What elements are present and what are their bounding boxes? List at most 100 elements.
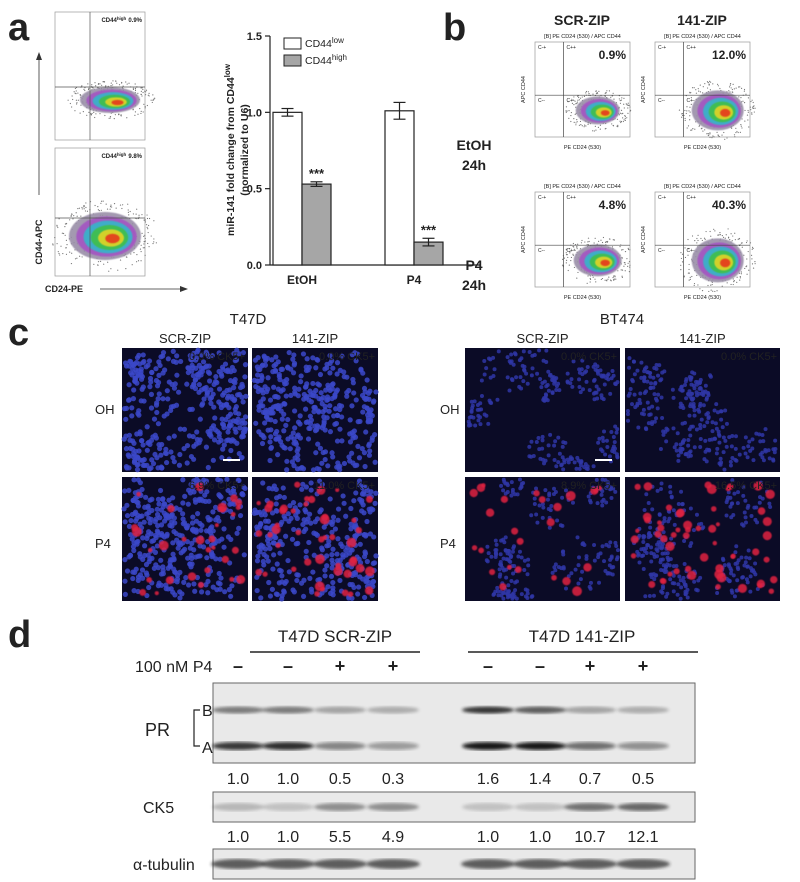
nucleus <box>688 506 693 511</box>
event-dot <box>711 283 713 286</box>
nucleus <box>648 386 653 391</box>
nucleus <box>671 589 676 594</box>
nucleus <box>498 572 503 577</box>
nucleus <box>300 593 307 600</box>
nucleus <box>600 503 605 508</box>
event-dot <box>716 290 718 292</box>
ck5-cell <box>553 502 562 512</box>
nucleus <box>329 450 335 456</box>
band <box>514 742 566 750</box>
nucleus <box>211 381 217 388</box>
nucleus <box>539 385 544 390</box>
nucleus <box>506 593 511 598</box>
nucleus <box>154 528 160 534</box>
nucleus <box>672 522 677 527</box>
bar <box>272 111 303 266</box>
event-dot <box>71 213 73 215</box>
nucleus <box>267 439 273 445</box>
nucleus <box>686 437 691 442</box>
event-dot <box>734 136 736 138</box>
event-dot <box>148 95 150 97</box>
column-header: 141-ZIP <box>677 12 727 28</box>
nucleus <box>603 568 608 573</box>
event-dot <box>752 106 754 108</box>
nucleus <box>751 458 756 463</box>
nucleus <box>269 586 276 592</box>
event-dot <box>743 102 746 104</box>
micrograph-panel: 0.0% CK5+ <box>251 348 379 473</box>
band <box>313 859 367 869</box>
event-dot <box>150 235 152 237</box>
nucleus <box>144 592 150 599</box>
nucleus <box>575 535 580 540</box>
nucleus <box>538 456 543 461</box>
nucleus <box>324 553 330 559</box>
nucleus <box>164 388 170 394</box>
nucleus <box>217 556 223 562</box>
axis-label: APC CD44 <box>641 76 647 103</box>
event-dot <box>733 280 735 282</box>
nucleus <box>139 567 146 573</box>
nucleus <box>579 367 584 372</box>
nucleus <box>168 449 174 455</box>
nucleus <box>281 378 287 385</box>
event-dot <box>610 96 612 98</box>
nucleus <box>306 539 312 546</box>
nucleus <box>171 433 177 439</box>
event-dot <box>580 242 583 244</box>
event-dot <box>145 89 148 91</box>
nucleus <box>760 496 765 501</box>
nucleus <box>608 557 613 562</box>
event-dot <box>718 135 720 138</box>
nucleus <box>131 459 138 466</box>
event-dot <box>710 284 712 286</box>
nucleus <box>665 427 670 432</box>
quadrant-label: C-- <box>658 248 665 254</box>
nucleus <box>239 381 245 387</box>
ck5-cell <box>514 566 522 574</box>
nucleus <box>657 363 662 368</box>
event-dot <box>689 106 691 108</box>
nucleus <box>366 579 372 586</box>
lane-symbol: – <box>233 656 243 676</box>
nucleus <box>300 481 306 487</box>
event-dot <box>691 235 694 237</box>
nucleus <box>470 403 475 408</box>
ck5-cell <box>695 525 702 532</box>
nucleus <box>650 404 655 409</box>
event-dot <box>52 244 54 246</box>
nucleus <box>270 566 276 572</box>
nucleus <box>641 553 646 558</box>
event-dot <box>144 254 146 256</box>
nucleus <box>351 498 357 504</box>
nucleus <box>541 358 546 363</box>
ck5-cell <box>343 569 352 578</box>
nucleus <box>545 398 550 403</box>
nucleus <box>332 526 339 532</box>
nucleus <box>680 502 685 507</box>
nucleus <box>206 370 213 376</box>
event-dot <box>70 215 72 217</box>
nucleus <box>353 358 359 364</box>
event-dot <box>724 138 726 140</box>
nucleus <box>569 377 574 382</box>
y-label-text: miR-141 fold change from CD44 <box>225 77 237 236</box>
nucleus <box>654 416 659 421</box>
nucleus <box>159 465 165 471</box>
event-dot <box>120 114 122 116</box>
group-header: T47D <box>230 311 267 328</box>
event-dot <box>621 257 623 259</box>
band <box>564 803 616 811</box>
nucleus <box>705 420 710 425</box>
ck5-cell <box>730 554 735 559</box>
event-dot <box>741 127 743 129</box>
event-dot <box>748 269 750 271</box>
nucleus <box>291 526 297 533</box>
event-dot <box>97 83 100 85</box>
row-label: EtOH <box>457 137 492 153</box>
event-dot <box>613 239 615 241</box>
gate-sup: high <box>117 16 127 21</box>
nucleus <box>568 381 573 386</box>
event-dot <box>572 254 574 256</box>
ck5-cell <box>255 568 263 576</box>
